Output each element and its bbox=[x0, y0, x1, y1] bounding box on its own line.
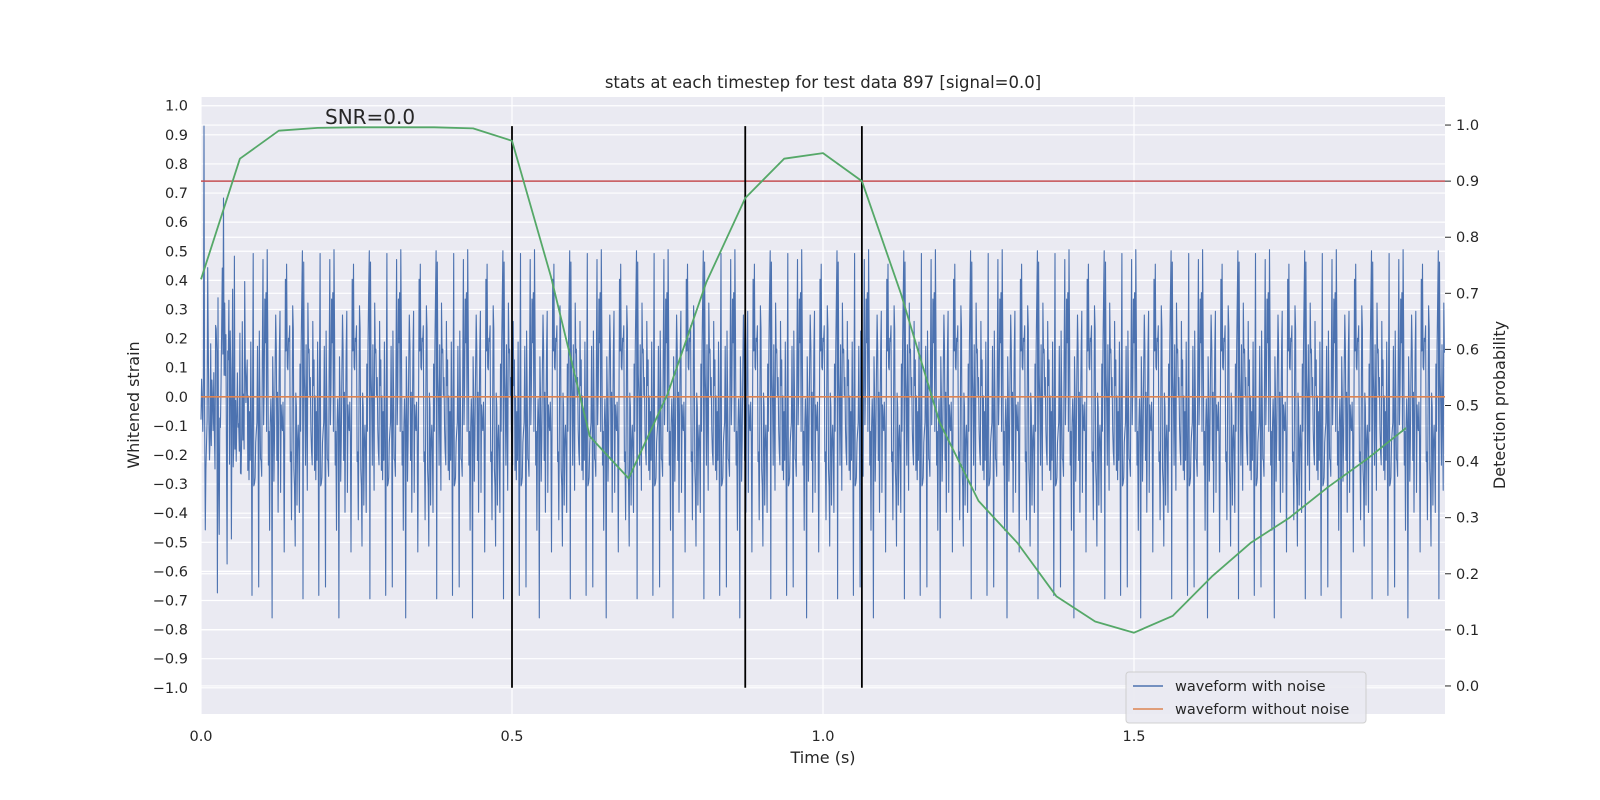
legend-label-noise: waveform with noise bbox=[1175, 679, 1326, 695]
y-tick-label-left: −0.6 bbox=[153, 564, 188, 580]
y-tick-label-right: 0.4 bbox=[1456, 455, 1479, 471]
y-axis-title-left: Whitened strain bbox=[124, 341, 143, 468]
y-tick-label-left: −0.9 bbox=[153, 652, 188, 668]
y-tick-label-left: 0.1 bbox=[165, 361, 188, 377]
y-tick-label-right: 0.9 bbox=[1456, 174, 1479, 190]
x-tick-label: 0.5 bbox=[500, 729, 523, 745]
series-detection-probability bbox=[200, 126, 1407, 634]
y-tick-label-right: 1.0 bbox=[1456, 118, 1479, 134]
y-tick-label-left: 0.7 bbox=[165, 186, 188, 202]
y-tick-label-left: 0.6 bbox=[165, 215, 188, 231]
y-tick-label-left: −1.0 bbox=[153, 681, 188, 697]
legend-label-clean: waveform without noise bbox=[1175, 702, 1349, 718]
y-tick-label-left: −0.7 bbox=[153, 593, 188, 609]
y-axis-title-right: Detection probability bbox=[1490, 321, 1509, 489]
x-tick-label: 0.0 bbox=[189, 729, 212, 745]
y-tick-label-left: −0.8 bbox=[153, 623, 188, 639]
y-tick-label-right: 0.5 bbox=[1456, 399, 1479, 415]
y-tick-label-left: 0.4 bbox=[165, 273, 188, 289]
y-tick-label-left: 1.0 bbox=[165, 99, 188, 115]
y-tick-label-left: 0.8 bbox=[165, 157, 188, 173]
y-tick-label-left: 0.9 bbox=[165, 128, 188, 144]
y-tick-label-right: 0.6 bbox=[1456, 342, 1479, 358]
x-tick-label: 1.0 bbox=[811, 729, 834, 745]
chart-title: stats at each timestep for test data 897… bbox=[605, 73, 1041, 92]
y-tick-label-right: 0.1 bbox=[1456, 623, 1479, 639]
probability-series-layer bbox=[200, 126, 1407, 634]
y-tick-label-left: −0.3 bbox=[153, 477, 188, 493]
y-tick-label-right: 0.0 bbox=[1456, 679, 1479, 695]
legend: waveform with noise waveform without noi… bbox=[1125, 671, 1367, 724]
legend-box bbox=[1125, 671, 1367, 724]
y-tick-label-left: 0.2 bbox=[165, 332, 188, 348]
y-tick-label-right: 0.2 bbox=[1456, 567, 1479, 583]
y-tick-label-left: 0.5 bbox=[165, 244, 188, 260]
noise-series-layer bbox=[200, 125, 1445, 619]
x-tick-label: 1.5 bbox=[1122, 729, 1145, 745]
y-tick-label-right: 0.7 bbox=[1456, 286, 1479, 302]
y-tick-label-left: 0.0 bbox=[165, 390, 188, 406]
event-marker-layer bbox=[511, 126, 863, 688]
y-tick-label-left: −0.2 bbox=[153, 448, 188, 464]
snr-annotation: SNR=0.0 bbox=[325, 105, 415, 129]
series-waveform-with-noise bbox=[200, 125, 1445, 619]
x-axis-title: Time (s) bbox=[789, 748, 855, 767]
y-tick-label-left: −0.1 bbox=[153, 419, 188, 435]
y-tick-label-left: −0.5 bbox=[153, 535, 188, 551]
y-tick-label-right: 0.3 bbox=[1456, 511, 1479, 527]
y-tick-label-left: 0.3 bbox=[165, 302, 188, 318]
y-tick-label-right: 0.8 bbox=[1456, 230, 1479, 246]
tick-labels: 0.0 0.5 1.0 1.5 −1.0 −0.9 −0.8 −0.7 −0.6 −0.5 −0.4… bbox=[153, 99, 1479, 745]
y-tick-label-left: −0.4 bbox=[153, 506, 188, 522]
